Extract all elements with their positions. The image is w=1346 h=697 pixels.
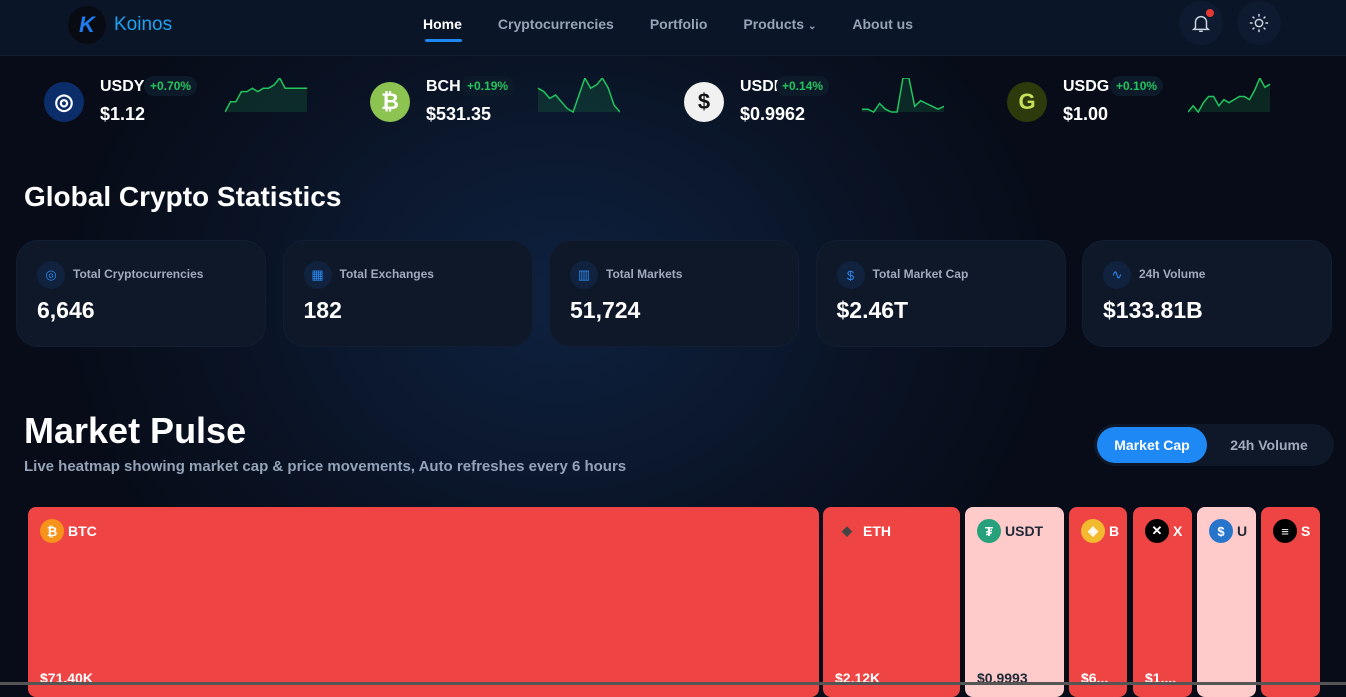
heatmap-tile[interactable]: ✕ X $1.... [1133,507,1192,697]
stat-value: $2.46T [836,297,909,323]
coin-icon: ◈ [1081,519,1105,543]
ticker-change: +0.10% [1110,76,1164,96]
heatmap-tile[interactable]: ₿ BTC $71.40K [28,507,819,697]
main-nav: Home Cryptocurrencies Portfolio Products… [423,16,914,42]
stat-card: ∿ 24h Volume $133.81B [1082,240,1332,347]
ticker-change: +0.70% [144,76,198,96]
coin-icon: $ [684,82,724,122]
ticker-change: +0.19% [461,76,515,96]
tile-symbol: USDT [1005,523,1044,539]
tile-symbol: BTC [68,523,97,539]
activity-icon: ∿ [1103,261,1131,289]
brand-name: Koinos [114,14,173,35]
ticker-price: $0.9962 [740,104,806,124]
stat-label: Total Market Cap [872,267,969,281]
nav-portfolio[interactable]: Portfolio [649,16,708,32]
heatmap-tile[interactable]: ◈ B $6... [1069,507,1127,697]
ticker-symbol: USDG [1063,78,1110,95]
volume-tab[interactable]: 24h Volume [1230,437,1308,453]
price-ticker: ◎ USDY +0.70% $1.12 ₿ BCH +0.19% $531.35… [0,58,1346,148]
heatmap-tile[interactable]: ₮ USDT $0.9993 [965,507,1064,697]
ticker-item[interactable]: ₿ BCH +0.19% $531.35 [370,58,670,148]
tile-symbol: ETH [863,523,891,539]
stat-value: 182 [303,297,342,323]
brand-logo[interactable]: K Koinos [68,6,172,44]
tile-symbol: B [1109,523,1120,539]
coin-icon: ₿ [40,519,64,543]
ticker-symbol: USDY [100,78,145,95]
coin-icon: G [1007,82,1047,122]
ticker-item[interactable]: $ USDF +0.14% $0.9962 [684,58,984,148]
bell-icon [1191,15,1211,32]
nav-cryptocurrencies[interactable]: Cryptocurrencies [497,16,614,32]
horizontal-scrollbar[interactable] [0,682,1346,685]
ticker-change: +0.14% [776,76,830,96]
sun-icon [1249,13,1269,33]
ticker-price: $1.00 [1063,104,1109,124]
stat-label: 24h Volume [1139,267,1206,281]
sparkline [538,78,620,114]
sparkline [862,78,944,113]
market-pulse-title: Market Pulse [24,410,247,451]
sparkline [225,78,307,113]
nav-home[interactable]: Home [423,16,462,42]
koinos-logo-icon: K [68,6,106,44]
ticker-price: $531.35 [426,104,492,124]
stat-card: ▦ Total Exchanges 182 [282,240,533,347]
tile-symbol: S [1301,523,1311,539]
market-pulse-subtitle: Live heatmap showing market cap & price … [24,458,627,475]
stat-label: Total Cryptocurrencies [73,267,204,281]
notification-badge [1206,9,1214,17]
notifications-button[interactable] [1179,1,1223,45]
coin-icon: ≡ [1273,519,1297,543]
tile-symbol: X [1173,523,1183,539]
ticker-symbol: BCH [426,78,461,95]
dollar-icon: $ [836,261,865,289]
stat-card: ▥ Total Markets 51,724 [549,240,799,347]
ticker-price: $1.12 [100,104,146,124]
chevron-down-icon: ⌄ [807,21,817,32]
ticker-symbol: USDF [740,78,784,95]
ticker-item[interactable]: ◎ USDY +0.70% $1.12 [44,58,344,148]
heatmap-tile[interactable]: ◆ ETH $2.12K [823,507,960,697]
sparkline [1188,78,1270,114]
tile-symbol: U [1237,523,1248,539]
heatmap-tile[interactable]: ≡ S [1261,507,1320,697]
stat-label: Total Exchanges [339,267,434,281]
stat-card: $ Total Market Cap $2.46T [815,240,1066,347]
nav-products[interactable]: Products ⌄ [743,16,816,32]
stat-value: $133.81B [1103,297,1203,323]
coin-icon: ◆ [842,523,852,538]
building-icon: ▦ [303,261,332,289]
coin-icon: ₮ [977,519,1001,543]
bar-chart-icon: ▥ [570,261,598,289]
theme-toggle-button[interactable] [1237,1,1281,45]
stat-value: 51,724 [570,297,641,323]
top-navbar: K Koinos Home Cryptocurrencies Portfolio… [0,0,1346,56]
nav-about[interactable]: About us [852,16,914,32]
ticker-item[interactable]: G USDG +0.10% $1.00 [1007,58,1307,148]
coins-icon: ◎ [37,261,65,289]
stat-value: 6,646 [37,297,95,323]
coin-icon: ✕ [1145,519,1169,543]
coin-icon: ◎ [44,82,84,122]
heatmap-tile[interactable]: $ U [1197,507,1256,697]
section-title: Global Crypto Statistics [24,181,342,212]
stat-label: Total Markets [606,267,683,281]
coin-icon: $ [1209,519,1233,543]
nav-products-label: Products [743,16,805,32]
market-cap-tab[interactable]: Market Cap [1097,427,1207,463]
heatmap-metric-toggle: Market Cap 24h Volume [1094,424,1334,466]
coin-icon: ₿ [370,82,410,122]
stat-card: ◎ Total Cryptocurrencies 6,646 [16,240,266,347]
